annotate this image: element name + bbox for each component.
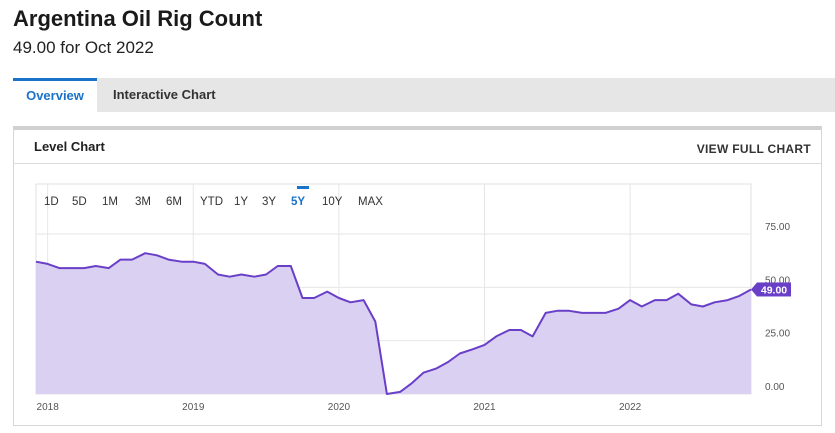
tab-interactive-chart[interactable]: Interactive Chart <box>113 87 216 102</box>
level-chart: 75.00 50.00 25.00 0.00 2018 2019 2020 2021 2022 4… <box>35 183 791 413</box>
tab-overview[interactable]: Overview <box>13 78 97 112</box>
view-full-chart-link[interactable]: VIEW FULL CHART <box>696 142 811 156</box>
range-button-6m[interactable]: 6M <box>166 196 182 208</box>
page-title: Argentina Oil Rig Count <box>13 6 263 31</box>
series-line <box>35 252 752 395</box>
y-tick-label: 0.00 <box>765 382 785 393</box>
range-button-max[interactable]: MAX <box>358 196 383 208</box>
x-tick-label: 2019 <box>182 402 205 413</box>
y-tick-label: 50.00 <box>765 275 790 286</box>
range-button-3m[interactable]: 3M <box>135 196 151 208</box>
y-tick-label: 75.00 <box>765 222 790 233</box>
page-subtitle: 49.00 for Oct 2022 <box>13 38 154 57</box>
tab-bar: Overview Interactive Chart <box>13 78 835 112</box>
panel-title: Level Chart <box>34 139 105 154</box>
range-button-3y[interactable]: 3Y <box>262 196 276 208</box>
range-button-10y[interactable]: 10Y <box>322 196 343 208</box>
level-chart-panel: Level Chart VIEW FULL CHART 75.00 50.00 25… <box>13 126 822 426</box>
range-button-1y[interactable]: 1Y <box>234 196 248 208</box>
range-button-5y[interactable]: 5Y <box>291 196 305 208</box>
last-value-arrow <box>751 282 757 297</box>
range-button-5d[interactable]: 5D <box>72 196 87 208</box>
y-tick-label: 25.00 <box>765 329 790 340</box>
x-tick-label: 2020 <box>328 402 351 413</box>
x-tick-label: 2022 <box>619 402 642 413</box>
series-area <box>36 253 751 394</box>
panel-header: Level Chart VIEW FULL CHART <box>14 130 821 164</box>
range-selected-indicator <box>297 186 309 189</box>
range-button-ytd[interactable]: YTD <box>200 196 223 208</box>
x-tick-label: 2021 <box>473 402 496 413</box>
range-button-1m[interactable]: 1M <box>102 196 118 208</box>
last-value-badge <box>757 282 791 297</box>
range-button-1d[interactable]: 1D <box>44 196 59 208</box>
last-value-label: 49.00 <box>761 284 787 296</box>
x-tick-label: 2018 <box>37 402 60 413</box>
